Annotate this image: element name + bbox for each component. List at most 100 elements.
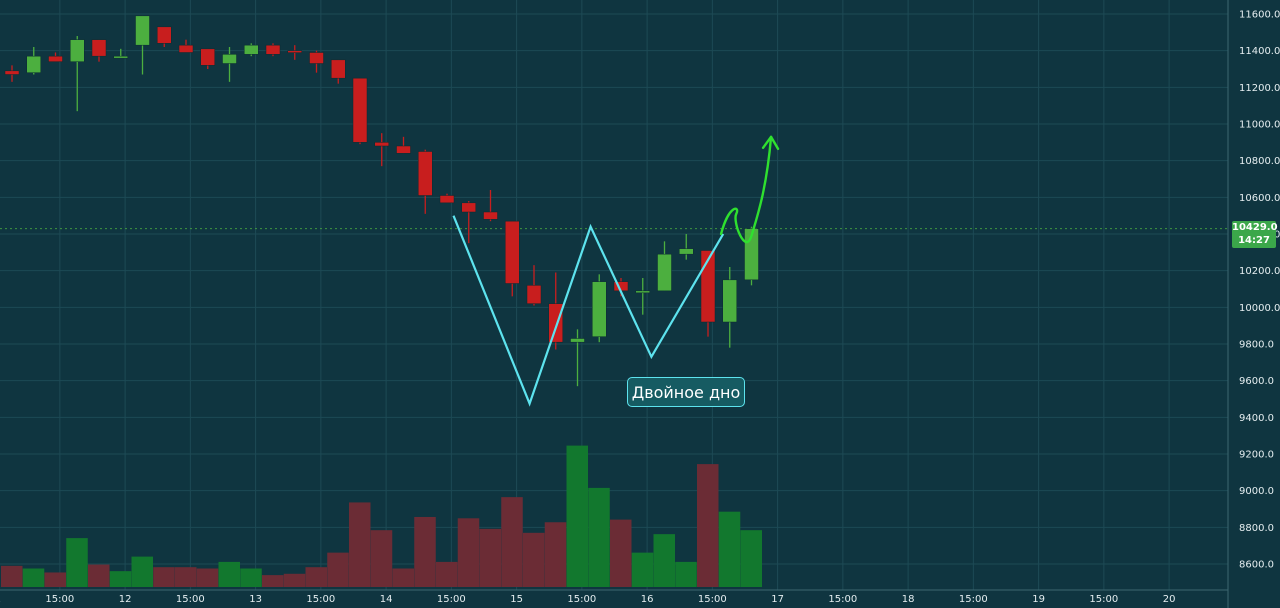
y-tick-label: 11600.0 xyxy=(1239,10,1280,21)
candle-body xyxy=(439,195,455,204)
pattern-overlay xyxy=(452,135,780,407)
x-tick-label: 15 xyxy=(510,594,523,605)
volume-bar xyxy=(588,487,610,587)
volume-bar xyxy=(175,567,197,587)
x-tick-label: 14 xyxy=(380,594,393,605)
candle-body xyxy=(287,50,302,53)
candle-body xyxy=(157,26,172,44)
volume-bar xyxy=(22,568,45,587)
y-tick-label: 10200.0 xyxy=(1239,266,1280,277)
candle-body xyxy=(178,44,194,53)
y-tick-label: 9800.0 xyxy=(1239,340,1274,351)
x-tick-label: 15:00 xyxy=(176,594,205,605)
volume-bar xyxy=(631,552,654,587)
x-tick-label: 15:00 xyxy=(437,594,466,605)
volume-bar xyxy=(305,567,327,587)
grid xyxy=(0,0,1228,590)
x-tick-label: 20 xyxy=(1163,594,1176,605)
candle-body xyxy=(483,211,498,220)
volume-bar xyxy=(218,561,240,587)
candle-body xyxy=(418,151,433,196)
candle-countdown: 14:27 xyxy=(1238,235,1270,246)
y-tick-label: 10000.0 xyxy=(1239,303,1280,314)
x-tick-label: 13 xyxy=(249,594,262,605)
volume-bar xyxy=(66,538,88,587)
volume-bar xyxy=(349,502,371,587)
candle-body xyxy=(48,55,63,62)
volume-bar xyxy=(675,561,697,587)
volume-bar xyxy=(479,528,501,587)
volume-bars xyxy=(1,445,762,587)
volume-bar xyxy=(44,572,66,587)
y-tick-label: 8800.0 xyxy=(1239,523,1274,534)
candle-body xyxy=(135,15,150,46)
x-tick-label: 15:00 xyxy=(1089,594,1118,605)
candle-body xyxy=(548,303,563,343)
candle-body xyxy=(352,77,368,143)
x-tick-label: 16 xyxy=(641,594,654,605)
candle-body xyxy=(222,54,237,64)
volume-bar xyxy=(240,568,262,587)
x-tick-label: 11 xyxy=(0,594,1,605)
y-tick-label: 9000.0 xyxy=(1239,486,1274,497)
volume-bar xyxy=(109,571,132,587)
volume-bar xyxy=(283,573,306,587)
y-tick-label: 9200.0 xyxy=(1239,450,1274,461)
x-tick-label: 19 xyxy=(1032,594,1045,605)
volume-bar xyxy=(653,534,675,587)
y-tick-label: 9600.0 xyxy=(1239,376,1274,387)
volume-bar xyxy=(718,511,741,587)
candle-body xyxy=(113,55,128,59)
candle-body xyxy=(526,285,542,304)
candle-body xyxy=(244,44,259,55)
x-tick-label: 15:00 xyxy=(567,594,596,605)
candle-body xyxy=(722,279,737,323)
volume-bar xyxy=(196,568,219,587)
volume-bar xyxy=(697,464,719,587)
volume-bar xyxy=(153,567,175,587)
double-bottom-pattern-line xyxy=(452,215,725,407)
candle-body xyxy=(505,220,520,284)
candles xyxy=(4,15,759,387)
candle-body xyxy=(91,39,107,57)
candle-body xyxy=(331,59,346,79)
candle-body xyxy=(374,142,389,147)
volume-bar xyxy=(544,522,567,587)
volume-bar xyxy=(262,575,284,587)
volume-bar xyxy=(131,556,153,587)
x-tick-label: 15:00 xyxy=(828,594,857,605)
volume-bar xyxy=(457,518,480,587)
x-tick-label: 17 xyxy=(771,594,784,605)
candle-body xyxy=(396,145,411,154)
volume-bar xyxy=(392,568,414,587)
candle-body xyxy=(265,44,281,55)
volume-bar xyxy=(740,530,762,587)
x-tick-label: 15:00 xyxy=(959,594,988,605)
candle-body xyxy=(70,39,85,62)
candle-body xyxy=(4,70,20,75)
candle-body xyxy=(26,55,41,73)
candle-body xyxy=(570,338,585,343)
y-tick-label: 11000.0 xyxy=(1239,120,1280,131)
candle-body xyxy=(309,52,324,64)
x-tick-label: 15:00 xyxy=(698,594,727,605)
volume-bar xyxy=(436,561,458,587)
volume-bar xyxy=(610,519,632,587)
candle-body xyxy=(461,202,476,213)
volume-bar xyxy=(566,445,588,587)
last-price-value: 10429.0 xyxy=(1232,222,1278,233)
x-tick-label: 15:00 xyxy=(306,594,335,605)
y-tick-label: 10800.0 xyxy=(1239,156,1280,167)
y-tick-label: 11400.0 xyxy=(1239,46,1280,57)
y-tick-label: 8600.0 xyxy=(1239,560,1274,571)
volume-bar xyxy=(501,497,523,587)
y-tick-label: 11200.0 xyxy=(1239,83,1280,94)
projection-curve xyxy=(719,135,773,244)
pattern-label[interactable]: Двойное дно xyxy=(627,377,745,407)
volume-bar xyxy=(414,516,436,587)
candle-body xyxy=(700,250,716,323)
y-tick-label: 10600.0 xyxy=(1239,193,1280,204)
